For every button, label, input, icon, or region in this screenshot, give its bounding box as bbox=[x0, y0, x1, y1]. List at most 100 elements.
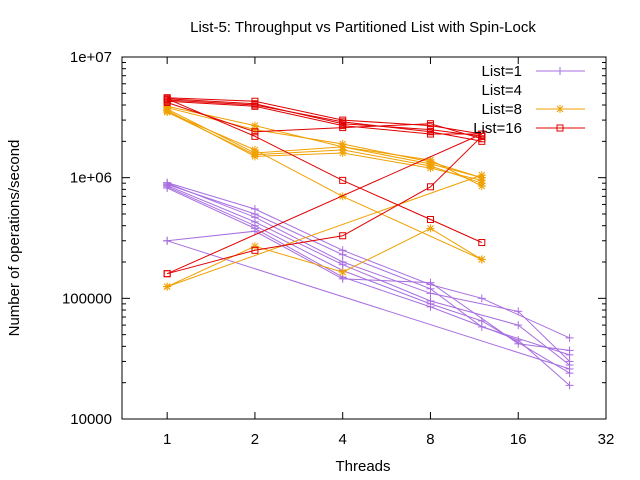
x-tick-label: 32 bbox=[598, 431, 615, 448]
data-point bbox=[426, 289, 435, 298]
data-point bbox=[338, 192, 347, 201]
data-point bbox=[426, 278, 435, 287]
series-line bbox=[166, 111, 482, 184]
data-point bbox=[477, 294, 486, 303]
square-marker bbox=[426, 120, 434, 128]
square-marker bbox=[251, 246, 259, 254]
data-point bbox=[565, 364, 574, 373]
square-marker bbox=[163, 95, 171, 103]
data-point bbox=[339, 176, 347, 184]
star-marker-d2 bbox=[251, 146, 259, 154]
square-marker bbox=[163, 270, 171, 278]
plot-frame bbox=[121, 56, 607, 420]
data-point bbox=[163, 270, 171, 278]
series-line bbox=[167, 98, 482, 137]
data-point bbox=[163, 236, 172, 245]
star-marker-d2 bbox=[478, 182, 486, 190]
y-tick-label: 1e+07 bbox=[70, 49, 112, 66]
data-point bbox=[565, 333, 574, 342]
legend-label: List=16 bbox=[473, 120, 522, 137]
square-marker bbox=[339, 232, 347, 240]
data-point bbox=[250, 227, 259, 236]
data-point bbox=[478, 130, 486, 138]
square-marker bbox=[339, 176, 347, 184]
star-marker-d2 bbox=[339, 143, 347, 151]
data-point bbox=[339, 124, 347, 132]
y-axis-label: Number of operations/second bbox=[6, 140, 23, 337]
data-point bbox=[251, 246, 259, 254]
data-point bbox=[478, 239, 486, 247]
series-line bbox=[167, 182, 570, 339]
square-marker bbox=[426, 183, 434, 191]
x-tick-label: 2 bbox=[251, 431, 259, 448]
series-line bbox=[166, 227, 483, 288]
data-point bbox=[251, 128, 259, 136]
data-point bbox=[426, 120, 434, 128]
legend-marker bbox=[556, 124, 564, 132]
data-point bbox=[250, 121, 259, 130]
series-line bbox=[166, 110, 482, 181]
square-marker bbox=[251, 102, 259, 110]
data-point bbox=[565, 346, 574, 355]
x-tick-label: 4 bbox=[339, 431, 347, 448]
series-line bbox=[167, 230, 570, 351]
data-point bbox=[338, 142, 347, 151]
data-point bbox=[477, 171, 486, 180]
series-line bbox=[167, 174, 482, 288]
star-marker-d2 bbox=[251, 151, 259, 159]
square-marker bbox=[556, 124, 564, 132]
x-tick-label: 8 bbox=[426, 431, 434, 448]
data-point bbox=[163, 95, 171, 103]
star-marker-d2 bbox=[339, 268, 347, 276]
series-line bbox=[167, 102, 482, 140]
series-line bbox=[167, 99, 482, 142]
star-marker-d2 bbox=[251, 242, 259, 250]
data-point bbox=[163, 108, 172, 117]
series-line bbox=[167, 185, 570, 366]
square-marker bbox=[478, 239, 486, 247]
data-point bbox=[514, 339, 523, 348]
chart-title: List-5: Throughput vs Partitioned List w… bbox=[190, 19, 536, 36]
legend-label: List=4 bbox=[482, 82, 522, 99]
square-marker bbox=[339, 124, 347, 132]
data-point bbox=[250, 242, 259, 251]
data-point bbox=[426, 130, 434, 138]
series-line bbox=[167, 111, 483, 260]
series-line bbox=[166, 133, 483, 275]
data-point bbox=[477, 255, 486, 264]
x-tick-label: 16 bbox=[510, 431, 527, 448]
legend-label: List=1 bbox=[482, 63, 522, 80]
star-marker-d2 bbox=[427, 156, 434, 164]
data-point bbox=[338, 268, 347, 277]
data-point bbox=[338, 274, 347, 283]
series-line bbox=[167, 183, 570, 356]
data-point bbox=[251, 132, 259, 140]
series-line bbox=[167, 182, 570, 362]
data-point bbox=[426, 156, 435, 165]
data-point bbox=[163, 270, 171, 278]
square-marker bbox=[251, 128, 259, 136]
data-point bbox=[565, 381, 574, 390]
square-marker bbox=[163, 98, 171, 106]
data-point bbox=[163, 98, 171, 106]
y-tick-label: 100000 bbox=[62, 290, 112, 307]
data-point bbox=[514, 307, 523, 316]
square-marker bbox=[478, 130, 486, 138]
y-tick-label: 1e+06 bbox=[70, 170, 112, 187]
data-point bbox=[426, 302, 435, 311]
star-marker-d2 bbox=[556, 105, 564, 113]
square-marker bbox=[251, 132, 259, 140]
data-point bbox=[163, 184, 172, 193]
data-point bbox=[338, 250, 347, 259]
square-marker bbox=[426, 130, 434, 138]
data-point bbox=[426, 183, 434, 191]
series-line bbox=[166, 187, 570, 386]
plot-area: 1 2 4 8 16 32 10000 100000 1e+06 1e+07 List=1 List=… bbox=[62, 49, 614, 448]
data-point bbox=[251, 102, 259, 110]
square-marker bbox=[426, 216, 434, 224]
legend-marker bbox=[556, 105, 564, 113]
star-marker-d2 bbox=[163, 108, 171, 116]
x-tick-label: 1 bbox=[163, 431, 171, 448]
star-marker-d2 bbox=[427, 225, 434, 232]
